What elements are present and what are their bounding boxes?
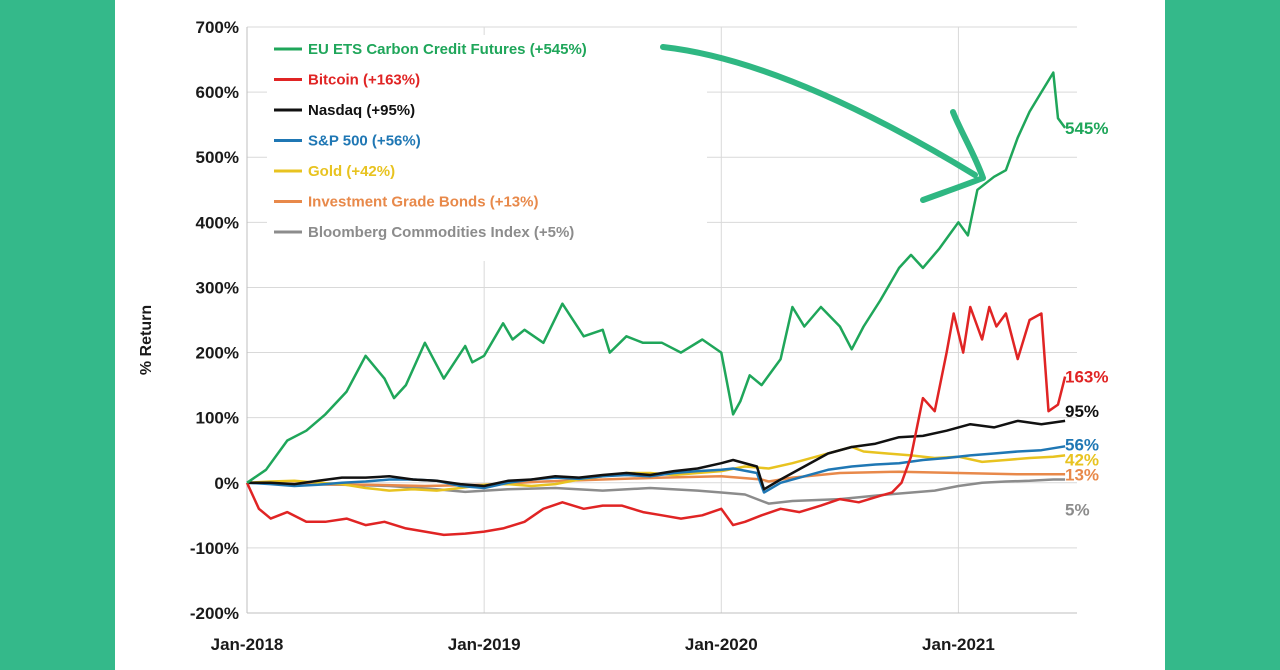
series-line-bitcoin [245, 305, 1067, 537]
end-label-s-p-500: 56% [1065, 435, 1099, 454]
annotation-arrow-icon [660, 44, 986, 203]
legend-label-bitcoin: Bitcoin (+163%) [308, 72, 420, 89]
end-label-bitcoin: 163% [1065, 368, 1108, 387]
legend-label-gold: Gold (+42%) [308, 163, 395, 180]
series-line-s-p-500 [246, 445, 1066, 494]
y-tick-label: 600% [196, 83, 239, 102]
y-tick-label: 0% [214, 474, 239, 493]
y-axis-label: % Return [138, 305, 155, 375]
end-label-nasdaq: 95% [1065, 402, 1099, 421]
legend-label-bloomberg-commodities-index: Bloomberg Commodities Index (+5%) [308, 224, 574, 241]
y-tick-label: 500% [196, 148, 239, 167]
y-tick-label: 200% [196, 344, 239, 363]
x-tick-label: Jan-2020 [685, 635, 758, 654]
legend-label-investment-grade-bonds: Investment Grade Bonds (+13%) [308, 194, 538, 211]
end-label-gold: 42% [1065, 450, 1099, 469]
line-chart: -200% -100% 0% 100% 200% 300% 400% 500% 600% 700%… [138, 18, 1108, 654]
y-tick-label: -100% [190, 539, 239, 558]
legend-label-eu-ets-carbon-credit-futures: EU ETS Carbon Credit Futures (+545%) [308, 41, 587, 58]
series-line-eu-ets-carbon-credit-futures [246, 71, 1067, 484]
x-tick-label: Jan-2018 [211, 635, 284, 654]
x-tick-label: Jan-2019 [448, 635, 521, 654]
y-tick-label: 100% [196, 409, 239, 428]
y-tick-label: 300% [196, 278, 239, 297]
legend-label-s-p-500: S&P 500 (+56%) [308, 133, 421, 150]
end-label-eu-ets-carbon-credit-futures: 545% [1065, 119, 1108, 138]
y-tick-label: -200% [190, 604, 239, 623]
series-line-investment-grade-bonds [246, 470, 1066, 488]
chart-panel: -200% -100% 0% 100% 200% 300% 400% 500% 600% 700%… [115, 0, 1165, 670]
legend-box [267, 35, 707, 261]
series-line-nasdaq [247, 419, 1066, 491]
y-tick-label: 400% [196, 213, 239, 232]
series-line-bloomberg-commodities-index [246, 478, 1066, 505]
legend-label-nasdaq: Nasdaq (+95%) [308, 102, 415, 119]
y-tick-label: 700% [196, 18, 239, 37]
end-label-bloomberg-commodities-index: 5% [1065, 501, 1090, 520]
end-label-investment-grade-bonds: 13% [1065, 465, 1099, 484]
x-tick-label: Jan-2021 [922, 635, 995, 654]
